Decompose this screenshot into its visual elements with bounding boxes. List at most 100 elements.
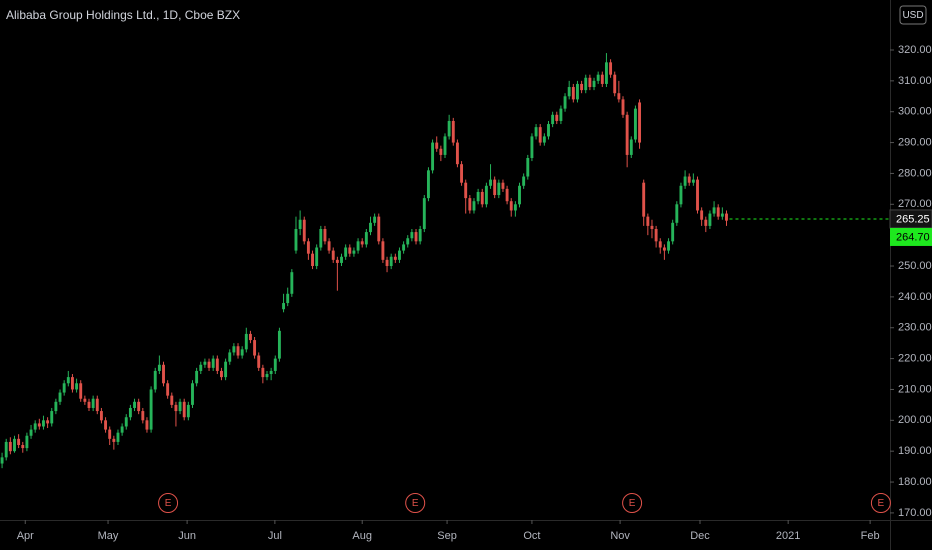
candle-body — [33, 423, 37, 430]
candle-body — [559, 108, 563, 121]
candle-body — [513, 204, 517, 211]
candle-body — [712, 207, 716, 214]
candle-body — [667, 241, 670, 251]
candle-body — [116, 432, 120, 442]
candle-body — [580, 83, 584, 91]
candle-body — [555, 114, 559, 121]
candle-body — [385, 259, 389, 267]
candle-body — [600, 74, 604, 84]
candle-body — [331, 250, 335, 260]
candle-body — [617, 93, 621, 100]
candle-body — [629, 139, 633, 155]
candle-body — [108, 429, 112, 439]
y-tick-label: 170.00 — [898, 507, 932, 519]
candle-body — [704, 219, 708, 226]
candle-body — [426, 170, 430, 199]
candle-body — [662, 247, 666, 251]
candle-body — [282, 303, 286, 310]
x-tick-label: Aug — [352, 530, 372, 542]
candle-body — [414, 232, 418, 242]
candle-body — [576, 83, 579, 100]
y-tick-label: 270.00 — [898, 198, 932, 210]
candle-body — [439, 148, 443, 155]
candle-body — [638, 102, 642, 143]
candle-body — [62, 383, 66, 393]
candle-body — [17, 438, 21, 446]
candle-body — [277, 330, 281, 359]
candle-body — [493, 179, 497, 196]
candle-body — [671, 222, 675, 242]
candle-body — [37, 423, 41, 427]
candle-body — [25, 435, 29, 449]
candle-body — [716, 207, 720, 217]
candle-body — [236, 346, 240, 356]
candle-body — [133, 401, 136, 408]
candle-body — [526, 158, 530, 177]
candle-body — [79, 383, 83, 399]
candle-body — [340, 256, 343, 263]
candle-body — [248, 333, 252, 341]
currency-button[interactable] — [899, 5, 927, 25]
candle-body — [29, 429, 33, 436]
candle-body — [563, 96, 567, 109]
y-tick-label: 290.00 — [898, 136, 932, 148]
y-tick-label: 230.00 — [898, 322, 932, 334]
candle-body — [509, 201, 513, 211]
candle-body — [344, 247, 348, 257]
candle-body — [149, 389, 153, 430]
candle-body — [538, 127, 542, 143]
x-tick-label: Dec — [690, 530, 710, 542]
x-tick-label: Jul — [268, 530, 282, 542]
candle-body — [472, 201, 476, 211]
candle-body — [99, 411, 103, 421]
candle-body — [257, 355, 261, 368]
candle-body — [422, 198, 426, 229]
earnings-marker — [622, 493, 643, 513]
candle-body — [153, 370, 157, 390]
candle-body — [335, 259, 339, 263]
candle-body — [547, 124, 550, 137]
candle-body — [265, 374, 269, 378]
candle-body — [530, 136, 534, 159]
candle-body — [166, 383, 170, 396]
candle-body — [75, 383, 79, 390]
price-label-box — [890, 227, 932, 246]
candle-body — [393, 256, 397, 260]
candle-body — [141, 411, 145, 421]
candle-body — [315, 247, 319, 267]
candle-body — [124, 417, 128, 427]
candle-body — [377, 216, 381, 242]
candle-body — [137, 401, 141, 412]
candle-body — [584, 77, 588, 91]
candle-body — [50, 411, 54, 424]
currency-label[interactable]: USD — [902, 10, 923, 21]
x-tick-label: Jun — [178, 530, 196, 542]
candle-body — [501, 182, 505, 189]
candle-body — [311, 253, 314, 267]
y-tick-label: 220.00 — [898, 353, 932, 365]
candle-body — [91, 398, 95, 408]
candle-body — [4, 441, 8, 458]
candle-body — [464, 182, 468, 199]
chart-title: Alibaba Group Holdings Ltd., 1D, Cboe BZ… — [6, 8, 240, 22]
candle-body — [406, 238, 410, 245]
candle-body — [240, 349, 244, 356]
candle-body — [369, 222, 372, 233]
candle-body — [551, 114, 555, 125]
candle-body — [410, 232, 414, 239]
candle-body — [170, 395, 174, 405]
candle-body — [323, 228, 327, 242]
candle-body — [128, 407, 132, 418]
candle-body — [95, 398, 99, 412]
candle-body — [725, 213, 728, 221]
candle-body — [195, 370, 199, 384]
candle-body — [273, 358, 277, 371]
candle-body — [290, 272, 294, 294]
candle-body — [228, 352, 232, 362]
candle-body — [468, 198, 472, 211]
candle-body — [476, 191, 480, 202]
candle-body — [588, 77, 592, 88]
candle-body — [232, 346, 236, 353]
candle-body — [298, 219, 302, 229]
candle-body — [596, 74, 600, 81]
